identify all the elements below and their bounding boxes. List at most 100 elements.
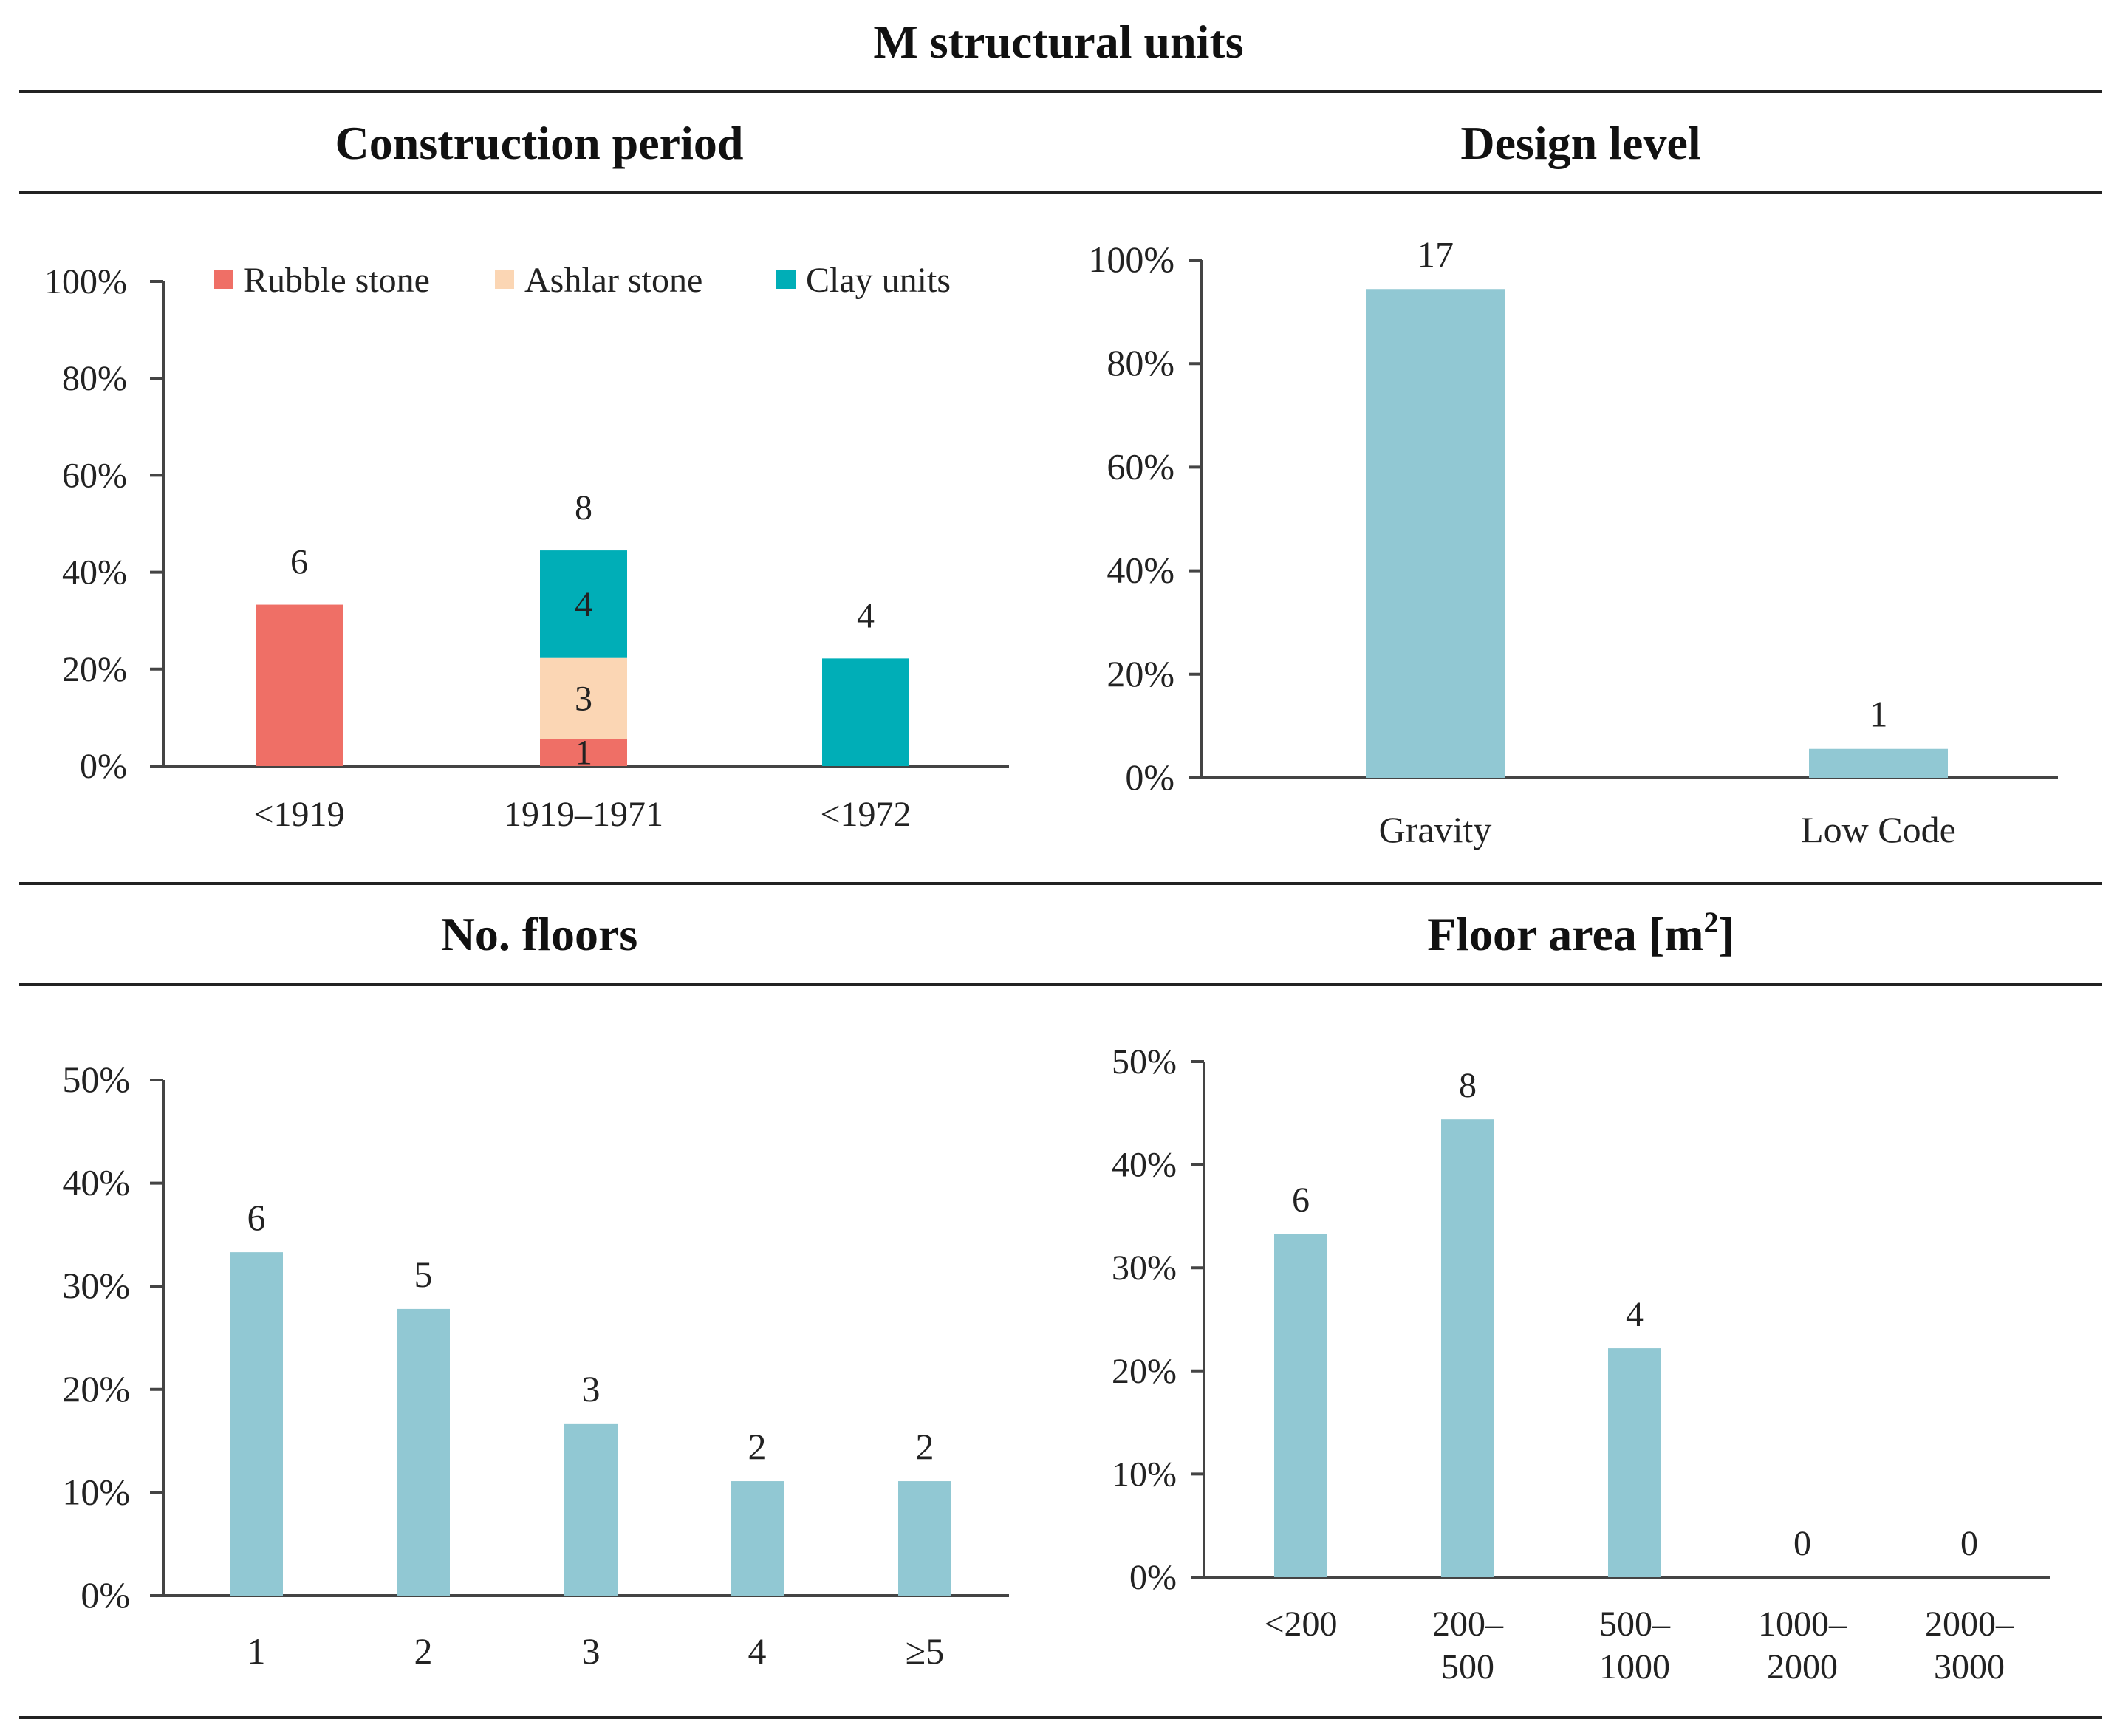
panel-title-floor-area: Floor area [m2]: [1427, 906, 1734, 960]
bar-data-label: 4: [1626, 1295, 1644, 1334]
panel-title-construction-period: Construction period: [335, 117, 744, 169]
bar: [1274, 1234, 1327, 1577]
y-tick-label: 20%: [62, 650, 127, 689]
total-data-label: 6: [290, 543, 308, 582]
bar-data-label: 5: [414, 1254, 433, 1295]
legend-swatch-clay: [776, 270, 796, 289]
x-tick-label-line: <1972: [820, 795, 911, 834]
y-tick-label: 40%: [1107, 550, 1174, 591]
x-tick-label: 1: [247, 1630, 266, 1672]
x-tick-label-line: 500–: [1599, 1605, 1671, 1644]
x-tick-label: 1000– 2000: [1758, 1605, 1847, 1687]
bar-ashlar-stone: [540, 657, 627, 739]
bar: [564, 1423, 618, 1596]
bar-clay-units: [822, 658, 909, 766]
bar: [1366, 289, 1505, 779]
y-tick-label: 10%: [1112, 1455, 1177, 1494]
x-tick-label: 500– 1000: [1599, 1605, 1671, 1687]
bar-data-label: 17: [1417, 233, 1454, 275]
y-tick-label: 40%: [1112, 1146, 1177, 1185]
floor-area-title-end: ]: [1719, 908, 1734, 960]
segment-data-label: 1: [575, 734, 592, 773]
x-tick-label-line: 500: [1441, 1647, 1494, 1687]
bar-data-label: 2: [916, 1426, 934, 1467]
chart-construction-period: 0% 20% 40% 60% 80% 100% <1919 1919–1971 <1972 6 1 3…: [44, 261, 1009, 834]
panel-title-no-floors: No. floors: [441, 908, 638, 960]
y-tick-label: 0%: [80, 747, 127, 786]
total-data-label: 8: [575, 488, 592, 527]
x-tick-label-line: 1000: [1599, 1647, 1670, 1687]
x-tick-label: 1919–1971: [504, 795, 663, 834]
y-tick-label: 100%: [1088, 239, 1174, 280]
bar: [397, 1308, 450, 1596]
x-tick-label: <1919: [253, 795, 344, 834]
y-tick-label: 0%: [81, 1574, 130, 1616]
bar-clay-units: [540, 550, 627, 658]
bar: [898, 1481, 951, 1596]
bar-data-label: 6: [1292, 1180, 1310, 1220]
bar: [230, 1252, 283, 1596]
y-tick-label: 40%: [62, 553, 127, 592]
y-tick-label: 50%: [62, 1059, 130, 1100]
figure-title: M structural units: [873, 16, 1243, 68]
x-tick-label-line: 3000: [1934, 1647, 2005, 1687]
x-tick-label: 4: [748, 1630, 767, 1672]
y-tick-label: 20%: [1107, 653, 1174, 694]
legend-swatch-ashlar: [495, 270, 514, 289]
bar-data-label: 3: [582, 1368, 601, 1409]
legend-label: Ashlar stone: [524, 261, 702, 300]
bar-data-label: 0: [1960, 1524, 1978, 1563]
y-tick-label: 30%: [62, 1265, 130, 1306]
x-tick-label-line: 4: [748, 1630, 767, 1672]
x-tick-label-line: 3: [582, 1630, 601, 1672]
chart-no-floors: 0% 10% 20% 30% 40% 50% 1 2 3 4 ≥5 6 5 3 2 2: [62, 1059, 1009, 1672]
y-tick-label: 20%: [62, 1368, 130, 1409]
x-tick-label-line: 2000: [1767, 1647, 1838, 1687]
legend-label: Clay units: [806, 261, 951, 300]
y-tick-label: 80%: [1107, 342, 1174, 383]
y-tick-label: 30%: [1112, 1248, 1177, 1288]
y-tick-label: 60%: [62, 456, 127, 495]
y-tick-label: 80%: [62, 359, 127, 398]
x-tick-label: Low Code: [1801, 809, 1956, 850]
bar: [1441, 1119, 1494, 1577]
x-tick-label: <1972: [820, 795, 911, 834]
total-data-label: 4: [857, 596, 875, 635]
bar-data-label: 8: [1459, 1066, 1477, 1105]
x-tick-label-line: <1919: [253, 795, 344, 834]
bar-data-label: 0: [1793, 1524, 1811, 1563]
x-tick-label: 2: [414, 1630, 433, 1672]
x-tick-label-line: 1: [247, 1630, 266, 1672]
bar: [1608, 1348, 1661, 1577]
x-tick-label-line: 1919–1971: [504, 795, 663, 834]
bar-rubble-stone: [256, 604, 343, 766]
x-tick-label: Gravity: [1379, 809, 1492, 850]
y-tick-label: 40%: [62, 1162, 130, 1203]
bar: [1809, 748, 1948, 778]
y-tick-label: 10%: [62, 1471, 130, 1512]
x-tick-label-line: Gravity: [1379, 809, 1492, 850]
bar-data-label: 6: [247, 1197, 266, 1238]
y-tick-label: 0%: [1129, 1558, 1177, 1597]
floor-area-title-main: Floor area [m: [1427, 908, 1703, 960]
x-tick-label: 2000– 3000: [1925, 1605, 2014, 1687]
x-tick-label-line: <200: [1264, 1605, 1337, 1644]
x-tick-label-line: 1000–: [1758, 1605, 1847, 1644]
x-tick-label-line: 200–: [1432, 1605, 1504, 1644]
x-tick-label: 200– 500: [1432, 1605, 1504, 1687]
segment-data-label: 3: [575, 679, 592, 718]
x-tick-label-line: Low Code: [1801, 809, 1956, 850]
x-tick-label: <200: [1264, 1605, 1337, 1644]
segment-data-label: 4: [575, 585, 592, 624]
y-tick-label: 50%: [1112, 1042, 1177, 1081]
x-tick-label: 3: [582, 1630, 601, 1672]
y-tick-label: 0%: [1125, 756, 1174, 798]
x-tick-label-line: 2000–: [1925, 1605, 2014, 1644]
bar-data-label: 1: [1870, 694, 1888, 735]
panel-title-design-level: Design level: [1460, 117, 1700, 169]
y-tick-label: 20%: [1112, 1352, 1177, 1391]
y-tick-label: 60%: [1107, 445, 1174, 487]
x-tick-label-line: 2: [414, 1630, 433, 1672]
legend-swatch-rubble: [214, 270, 233, 289]
